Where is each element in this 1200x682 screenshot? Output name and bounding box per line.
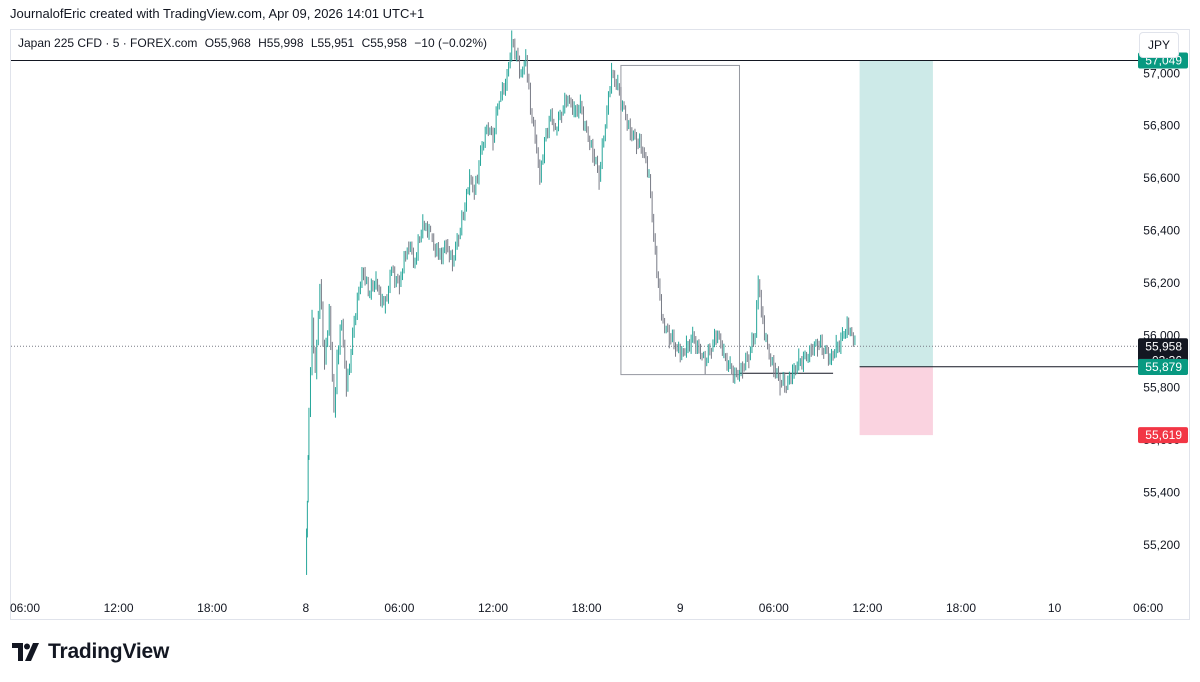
tradingview-brand[interactable]: TradingView	[12, 640, 169, 664]
x-tick-label: 18:00	[572, 601, 602, 615]
legend-close: C55,958	[361, 36, 407, 50]
x-tick-label: 06:00	[10, 601, 40, 615]
x-tick-label: 18:00	[946, 601, 976, 615]
x-tick-label: 06:00	[384, 601, 414, 615]
tradingview-logo-icon	[12, 643, 39, 661]
price-label: 55,879	[1145, 360, 1182, 374]
x-tick-label: 12:00	[478, 601, 508, 615]
y-tick-label: 56,200	[1143, 276, 1180, 290]
y-tick-label: 57,000	[1143, 66, 1180, 80]
legend-change: −10 (−0.02%)	[414, 36, 488, 50]
price-label: 55,958	[1145, 339, 1182, 353]
price-label: 55,619	[1145, 428, 1182, 442]
symbol-legend: Japan 225 CFD · 5 · FOREX.com O55,968 H5…	[18, 36, 487, 50]
x-tick-label: 06:00	[1133, 601, 1163, 615]
x-tick-label: 10	[1048, 601, 1062, 615]
legend-open: O55,968	[204, 36, 251, 50]
y-tick-label: 55,800	[1143, 381, 1180, 395]
y-tick-label: 56,600	[1143, 171, 1180, 185]
chart-caption: JournalofEric created with TradingView.c…	[10, 6, 425, 21]
currency-button[interactable]: JPY	[1139, 32, 1179, 58]
brand-name: TradingView	[48, 640, 170, 663]
price-label-box	[1138, 427, 1188, 444]
y-tick-label: 56,400	[1143, 224, 1180, 238]
y-tick-label: 55,400	[1143, 486, 1180, 500]
x-tick-label: 18:00	[197, 601, 227, 615]
x-tick-label: 8	[302, 601, 309, 615]
price-label-box	[1138, 359, 1188, 376]
x-tick-label: 06:00	[759, 601, 789, 615]
legend-low: L55,951	[310, 36, 355, 50]
stop-zone	[859, 366, 933, 436]
legend-symbol[interactable]: Japan 225 CFD · 5 · FOREX.com	[18, 36, 198, 50]
y-tick-label: 55,200	[1143, 538, 1180, 552]
legend-high: H55,998	[258, 36, 304, 50]
x-tick-label: 12:00	[852, 601, 882, 615]
x-tick-label: 9	[677, 601, 684, 615]
rectangle-drawing	[620, 64, 740, 376]
price-series	[306, 30, 856, 575]
y-tick-label: 56,800	[1143, 119, 1180, 133]
x-tick-label: 12:00	[104, 601, 134, 615]
target-zone	[859, 60, 933, 367]
chart-frame	[10, 29, 1190, 620]
